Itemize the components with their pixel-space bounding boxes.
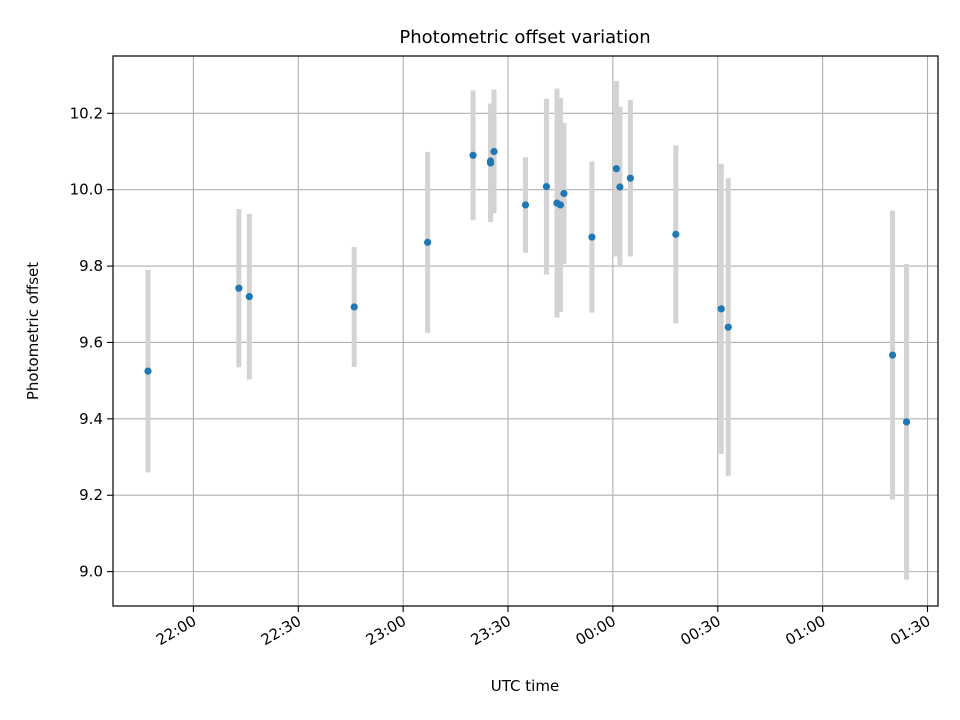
data-point	[144, 367, 152, 375]
data-point	[612, 165, 620, 173]
y-tick-label: 9.2	[79, 486, 103, 504]
data-point	[521, 201, 530, 209]
data-point	[626, 174, 634, 182]
data-point	[902, 418, 911, 426]
data-point	[235, 284, 243, 292]
data-point	[616, 183, 624, 191]
y-axis: 9.0 9.2 9.4 9.6 9.8 10.0 10.2	[70, 104, 113, 581]
y-tick-label: 9.8	[79, 257, 103, 275]
y-tick-label: 9.4	[79, 410, 103, 428]
data-point	[542, 183, 551, 191]
data-point	[469, 151, 477, 159]
data-point	[560, 189, 568, 198]
y-axis-label: Photometric offset	[24, 262, 42, 400]
data-point	[490, 147, 498, 156]
data-point	[717, 305, 725, 313]
y-tick-label: 10.0	[70, 181, 103, 199]
chart-title: Photometric offset variation	[399, 27, 650, 48]
y-tick-label: 9.6	[79, 333, 103, 351]
data-points	[144, 147, 911, 426]
data-point	[486, 157, 495, 165]
data-point	[672, 230, 680, 238]
y-tick-label: 10.2	[70, 104, 103, 122]
plot-frame	[112, 55, 939, 607]
data-point	[724, 323, 732, 331]
data-point	[556, 201, 565, 209]
data-point	[888, 351, 897, 359]
x-axis-label: UTC time	[491, 677, 559, 695]
data-point	[350, 303, 358, 311]
data-point	[424, 238, 432, 246]
data-point	[588, 233, 596, 241]
data-point	[245, 293, 253, 301]
y-tick-label: 9.0	[79, 563, 103, 581]
